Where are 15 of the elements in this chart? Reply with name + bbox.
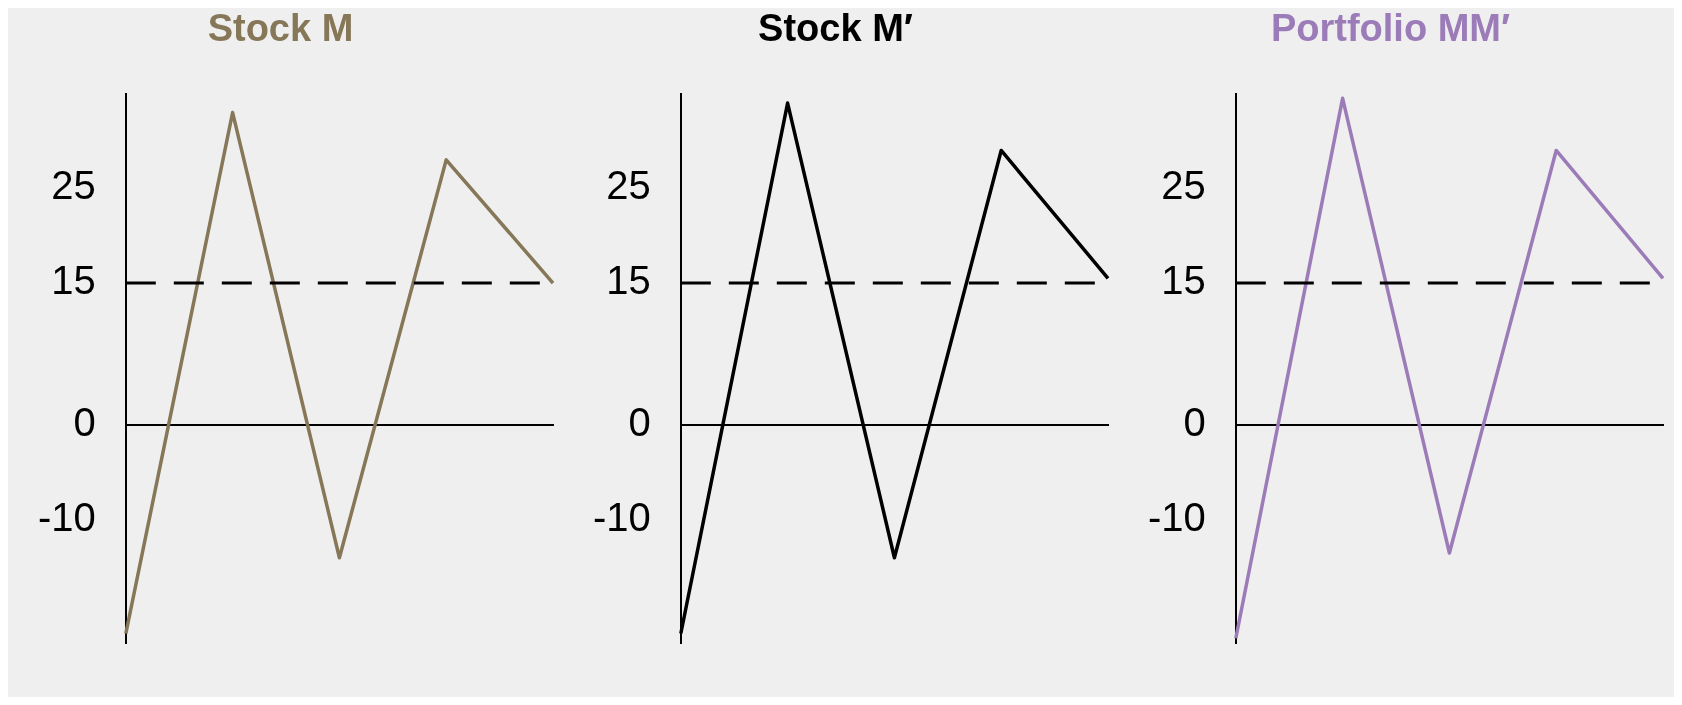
- y-tick-label: 25: [1161, 163, 1206, 208]
- y-tick-label: 0: [1183, 400, 1206, 445]
- chart-title: Portfolio MM′: [1270, 7, 1511, 50]
- y-tick-label: -10: [593, 494, 651, 539]
- chart-title: Stock M′: [758, 7, 913, 50]
- y-tick-label: 0: [73, 400, 96, 445]
- y-tick-label: 15: [51, 258, 96, 303]
- y-tick-label: 15: [1161, 258, 1206, 303]
- y-tick-label: 0: [628, 400, 651, 445]
- y-tick-label: -10: [1148, 494, 1206, 539]
- y-tick-label: 15: [606, 258, 651, 303]
- y-tick-label: 25: [606, 163, 651, 208]
- y-tick-label: 25: [51, 163, 96, 208]
- y-tick-label: -10: [38, 494, 96, 539]
- chart-title: Stock M: [207, 7, 354, 50]
